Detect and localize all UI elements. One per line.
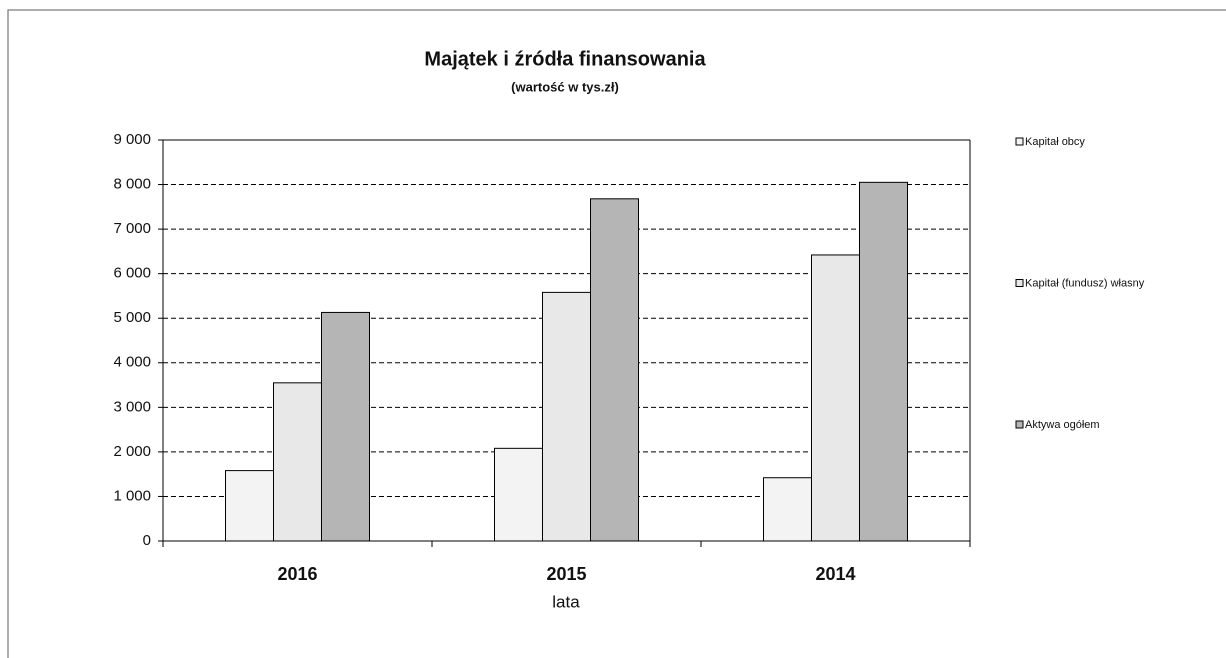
- y-tick-label: 2 000: [113, 443, 151, 460]
- bar: [273, 382, 322, 542]
- chart-subtitle: (wartość w tys.zł): [511, 79, 619, 94]
- x-axis-label: lata: [552, 592, 580, 611]
- y-tick-label: 0: [143, 532, 151, 549]
- legend-label: Aktywa ogółem: [1025, 419, 1100, 431]
- legend-label: Kapitał obcy: [1025, 136, 1085, 148]
- bar: [811, 254, 860, 542]
- y-tick-label: 1 000: [113, 487, 151, 504]
- legend-swatch: [1015, 279, 1024, 287]
- bar: [763, 477, 812, 542]
- y-tick-label: 6 000: [113, 265, 151, 282]
- y-tick-label: 3 000: [113, 398, 151, 415]
- bar: [859, 181, 908, 542]
- y-tick-label: 8 000: [113, 176, 151, 193]
- y-tick-label: 9 000: [113, 131, 151, 148]
- x-tick-label: 2016: [277, 564, 317, 584]
- bar: [590, 198, 639, 542]
- frame: [7, 9, 1226, 658]
- legend-swatch: [1015, 420, 1024, 429]
- bar: [321, 311, 370, 542]
- legend-swatch: [1015, 137, 1024, 146]
- x-tick-label: 2015: [546, 564, 586, 584]
- bar: [494, 447, 543, 542]
- legend-label: Kapitał (fundusz) własny: [1025, 277, 1145, 289]
- chart-title: Majątek i źródła finansowania: [424, 48, 706, 70]
- bar: [225, 470, 274, 542]
- bar: [542, 291, 591, 542]
- y-tick-label: 7 000: [113, 220, 151, 237]
- x-tick-label: 2014: [815, 564, 855, 584]
- y-tick-label: 5 000: [113, 309, 151, 326]
- y-tick-label: 4 000: [113, 354, 151, 371]
